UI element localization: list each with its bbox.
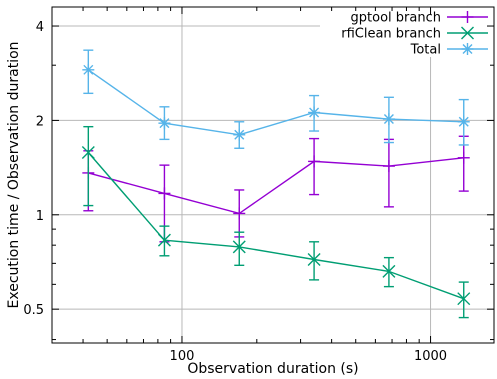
grid <box>52 7 494 343</box>
series-gptool-branch <box>82 135 470 243</box>
data-point <box>233 128 246 141</box>
data-point <box>158 117 171 130</box>
data-point <box>457 292 471 306</box>
marker-stroke <box>234 129 245 140</box>
data-point <box>461 11 474 23</box>
data-point <box>307 253 321 267</box>
marker-stroke <box>159 118 170 129</box>
data-point <box>308 155 321 168</box>
legend-label: gptool branch <box>351 11 441 26</box>
y-tick-label: 2 <box>36 114 44 129</box>
data-point <box>382 113 395 126</box>
x-tick-label: 1000 <box>414 349 447 364</box>
marker-stroke <box>457 292 471 306</box>
series-line <box>88 157 464 215</box>
data-point <box>158 187 171 200</box>
marker-stroke <box>461 26 474 40</box>
data-point <box>382 160 395 173</box>
data-point <box>81 146 95 160</box>
data-point <box>232 240 246 254</box>
plot-frame <box>51 6 495 344</box>
marker-stroke <box>81 146 95 160</box>
data-point <box>457 151 470 164</box>
marker-stroke <box>462 44 473 54</box>
series-line <box>87 152 464 300</box>
marker-stroke <box>157 233 171 247</box>
y-tick-label: 1 <box>36 209 44 224</box>
x-tick-label: 100 <box>170 349 195 364</box>
marker-stroke <box>382 264 396 278</box>
y-tick-label: 4 <box>36 20 44 35</box>
y-tick-label: 0.5 <box>23 303 44 318</box>
marker-stroke <box>307 253 321 267</box>
data-point <box>382 264 396 278</box>
data-point <box>157 233 171 247</box>
marker-stroke <box>458 116 469 127</box>
data-point <box>457 115 470 128</box>
marker-stroke <box>383 114 394 125</box>
legend-label: rfiClean branch <box>341 27 441 42</box>
y-axis-label: Execution time / Observation duration <box>6 41 22 308</box>
series-total <box>82 49 470 149</box>
data-point <box>308 106 321 119</box>
data-point <box>82 63 95 76</box>
data-point <box>461 43 474 55</box>
ticks: 0.5 1 2 4 100 1000 <box>23 7 494 364</box>
data-point <box>233 207 246 220</box>
data-point <box>461 26 474 40</box>
plot-series <box>81 49 471 319</box>
x-axis-label: Observation duration (s) <box>187 361 358 377</box>
series-line <box>87 69 464 136</box>
series-rficlean-branch <box>81 125 471 319</box>
marker-stroke <box>83 64 94 75</box>
marker-stroke <box>232 240 246 254</box>
legend-label: Total <box>410 43 441 58</box>
marker-stroke <box>309 107 320 118</box>
